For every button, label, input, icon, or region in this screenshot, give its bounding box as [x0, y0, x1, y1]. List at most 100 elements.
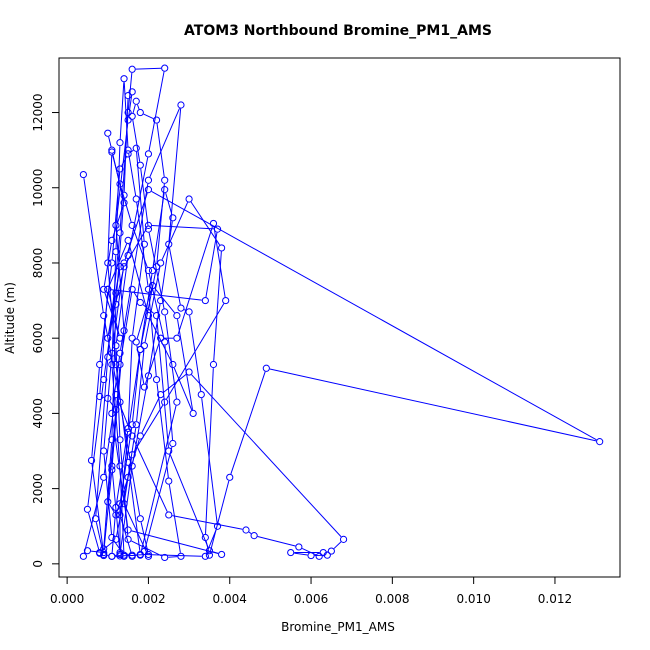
- data-point: [148, 266, 157, 275]
- series-segment: [133, 292, 139, 300]
- data-point: [209, 360, 218, 369]
- data-point: [116, 139, 124, 147]
- series-segment: [120, 292, 133, 362]
- series-segment: [230, 371, 266, 475]
- data-point: [136, 515, 144, 523]
- series-segment: [209, 480, 230, 552]
- series-segment: [103, 473, 112, 550]
- data-point: [152, 263, 161, 271]
- data-point: [100, 550, 108, 559]
- series-segment: [128, 157, 149, 253]
- data-point: [169, 214, 177, 222]
- data-point: [100, 473, 108, 481]
- series-segment: [91, 368, 100, 457]
- data-point: [152, 375, 161, 384]
- data-point: [201, 552, 209, 560]
- data-point: [120, 551, 128, 559]
- series-segment: [149, 318, 172, 362]
- y-axis: 0 2000 4000 6000 8000 10000 12000: [31, 93, 60, 568]
- data-point: [116, 552, 124, 560]
- series-segment: [116, 397, 132, 433]
- y-tick-label: 4000: [31, 398, 45, 429]
- series-segment: [294, 552, 308, 556]
- data-point: [161, 398, 169, 406]
- series-segment: [166, 303, 225, 400]
- data-point: [96, 360, 104, 369]
- series-segment: [205, 368, 214, 534]
- data-point: [116, 500, 124, 508]
- series-segment: [119, 82, 125, 140]
- series-segment: [130, 149, 134, 153]
- series-segment: [107, 413, 117, 499]
- data-point: [136, 550, 144, 559]
- series-segment: [131, 530, 219, 555]
- series-segment: [107, 155, 113, 260]
- series-segment: [213, 251, 222, 361]
- series-segment: [148, 273, 165, 339]
- series-segment: [111, 266, 125, 350]
- data-point: [104, 334, 112, 342]
- data-point: [104, 353, 112, 361]
- series-segment: [156, 123, 165, 177]
- series-segment: [140, 270, 157, 347]
- series-segment: [144, 446, 173, 549]
- series-segment: [111, 469, 121, 550]
- x-axis: 0.000 0.002 0.004 0.006 0.008 0.010 0.012: [50, 576, 572, 606]
- data-point: [112, 289, 120, 297]
- data-point: [140, 383, 148, 391]
- series-segment: [111, 289, 202, 301]
- data-point: [339, 535, 348, 543]
- data-point: [128, 65, 136, 73]
- series-segment: [132, 104, 136, 113]
- series-segment: [127, 341, 133, 425]
- series-segment: [145, 341, 160, 384]
- series-segment: [111, 368, 121, 467]
- series-segment: [124, 192, 148, 260]
- data-point: [100, 375, 108, 384]
- data-point: [120, 199, 128, 207]
- series-segment: [164, 345, 174, 440]
- data-point: [116, 180, 124, 188]
- series-segment: [95, 360, 109, 516]
- data-point: [136, 345, 144, 354]
- data-point: [96, 548, 104, 557]
- series-segment: [164, 315, 177, 399]
- data-point: [112, 511, 120, 519]
- data-point: [128, 451, 136, 459]
- data-point: [124, 236, 132, 245]
- data-point: [218, 550, 226, 559]
- data-point: [87, 456, 96, 465]
- data-point: [100, 447, 108, 455]
- series-segment: [257, 536, 296, 547]
- data-point: [128, 432, 136, 440]
- series-segment: [168, 247, 181, 305]
- x-tick-label: 0.000: [50, 592, 84, 606]
- data-point: [209, 219, 218, 228]
- data-point: [128, 112, 136, 120]
- series-segment: [136, 288, 152, 339]
- series-segment: [160, 221, 173, 298]
- data-point: [124, 526, 132, 534]
- series-segment: [136, 104, 140, 110]
- data-point: [307, 551, 315, 560]
- data-point: [185, 195, 193, 203]
- data-point: [132, 195, 140, 203]
- series-segment: [91, 463, 104, 551]
- series-segment: [205, 232, 218, 298]
- data-point: [161, 176, 169, 184]
- y-tick-label: 0: [31, 560, 45, 568]
- data-point: [132, 421, 140, 429]
- series-segment: [125, 228, 148, 264]
- data-point: [83, 547, 92, 555]
- data-point: [104, 259, 112, 267]
- data-point: [128, 88, 136, 96]
- series-segment: [132, 379, 149, 463]
- series-segment: [140, 168, 149, 226]
- data-point: [144, 552, 153, 560]
- series-segment: [169, 454, 209, 548]
- series-segment: [142, 304, 155, 314]
- series-segment: [128, 352, 141, 429]
- data-point: [136, 432, 144, 440]
- series-segment: [190, 201, 221, 246]
- data-point: [197, 390, 205, 399]
